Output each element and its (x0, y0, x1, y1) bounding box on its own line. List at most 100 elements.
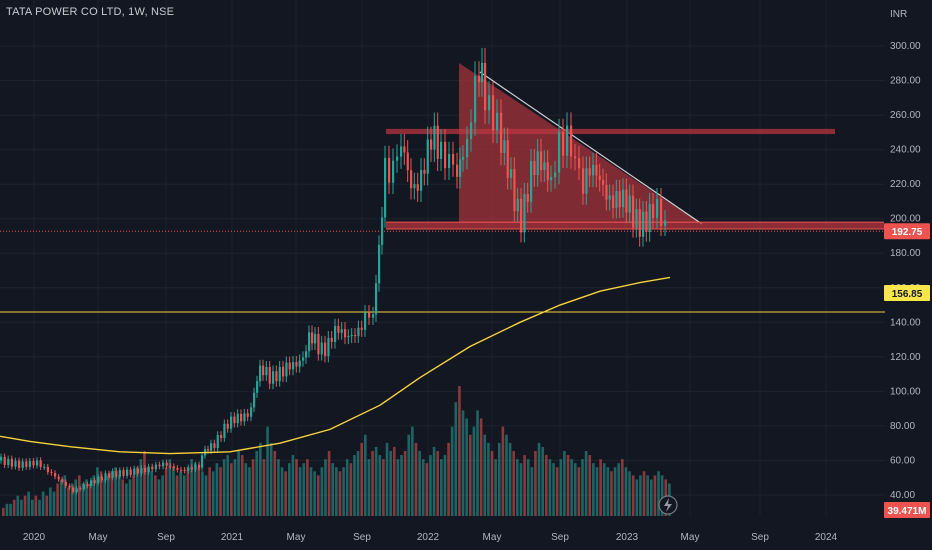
volume-bar (610, 471, 613, 516)
volume-bar (454, 402, 458, 516)
volume-bar (349, 463, 353, 516)
time-tick-label: May (483, 532, 502, 543)
volume-bar (599, 459, 602, 516)
candle-body (618, 191, 621, 208)
candle-body (605, 184, 608, 200)
candle-body (562, 131, 565, 156)
price-tick-label: 200.00 (890, 214, 921, 225)
volume-bar (324, 459, 327, 516)
candle-body (503, 140, 506, 153)
volume-bar (313, 471, 316, 516)
volume-bar (421, 459, 425, 516)
volume-bar (193, 463, 197, 516)
candle-body (642, 211, 645, 237)
candle-body (388, 157, 391, 183)
candle-body (423, 169, 426, 174)
time-tick-label: 2024 (815, 532, 838, 543)
volume-bar (135, 467, 139, 516)
volume-bar (566, 455, 570, 516)
volume-bar (545, 455, 548, 516)
candle-body (104, 473, 107, 481)
volume-bar (501, 426, 505, 516)
candle-body (645, 211, 648, 232)
volume-bar (624, 467, 628, 516)
volume-bar (613, 467, 617, 516)
volume-bar (284, 471, 287, 516)
candle-body (154, 464, 157, 470)
candle-body (207, 449, 210, 451)
candle-body (111, 471, 114, 478)
candle-body (272, 371, 275, 384)
volume-bar (530, 467, 534, 516)
candle-body (36, 460, 39, 466)
volume-bar (331, 463, 335, 516)
volume-bar (259, 442, 262, 516)
price-tick-label: 120.00 (890, 352, 921, 363)
volume-bar (74, 479, 77, 516)
candle-body (400, 146, 403, 157)
volume-bar (230, 463, 233, 516)
candle-body (334, 325, 337, 342)
volume-bar (106, 475, 110, 516)
volume-badge: 39.471M (888, 506, 927, 517)
candle-body (526, 193, 529, 202)
volume-bar (479, 418, 483, 516)
candle-body (474, 75, 477, 123)
candle-body (488, 95, 491, 111)
support-zone (386, 222, 884, 230)
volume-bar (570, 459, 573, 516)
volume-bar (523, 455, 526, 516)
candle-body (550, 177, 553, 181)
volume-bar (49, 487, 52, 516)
volume-bar (385, 442, 389, 516)
volume-badge-bg (884, 502, 930, 518)
volume-bar (244, 463, 248, 516)
candle-body (656, 198, 659, 219)
price-tick-label: 40.00 (890, 490, 915, 501)
volume-bar (103, 479, 106, 516)
volume-bar (494, 459, 497, 516)
price-tick-label: 280.00 (890, 76, 921, 87)
candle-body (392, 160, 395, 183)
volume-bar (606, 467, 610, 516)
volume-bar (309, 467, 313, 516)
volume-bar (280, 467, 284, 516)
volume-bar (45, 495, 49, 516)
candle-body (660, 198, 663, 226)
volume-bar (12, 499, 16, 516)
volume-bar (114, 467, 117, 516)
candle-body (317, 333, 320, 355)
volume-bar (450, 426, 454, 516)
volume-bar (99, 471, 103, 516)
volume-bar (316, 475, 320, 516)
price-tick-label: 80.00 (890, 421, 915, 432)
time-tick-label: May (89, 532, 108, 543)
candle-body (592, 164, 595, 176)
candle-body (420, 169, 423, 191)
candle-body (220, 435, 223, 439)
volume-bar (443, 455, 447, 516)
price-tick-label: 300.00 (890, 41, 921, 52)
candle-body (440, 141, 443, 159)
candle-body (176, 468, 179, 470)
candle-body (481, 62, 484, 83)
candle-body (546, 162, 549, 181)
volume-bar (508, 442, 512, 516)
volume-bar (132, 475, 135, 516)
volume-bar (150, 471, 154, 516)
candle-body (612, 195, 615, 208)
volume-bar (172, 467, 175, 516)
volume-bar (458, 386, 461, 516)
volume-bar (345, 459, 349, 516)
volume-bar (34, 495, 38, 516)
candle-body (180, 469, 183, 471)
candle-body (448, 154, 451, 169)
candle-body (243, 413, 246, 422)
volume-bar (211, 471, 215, 516)
volume-bar (2, 507, 5, 516)
volume-bar (588, 455, 592, 516)
volume-bar (639, 475, 642, 516)
volume-bar (16, 495, 20, 516)
volume-bar (642, 471, 646, 516)
